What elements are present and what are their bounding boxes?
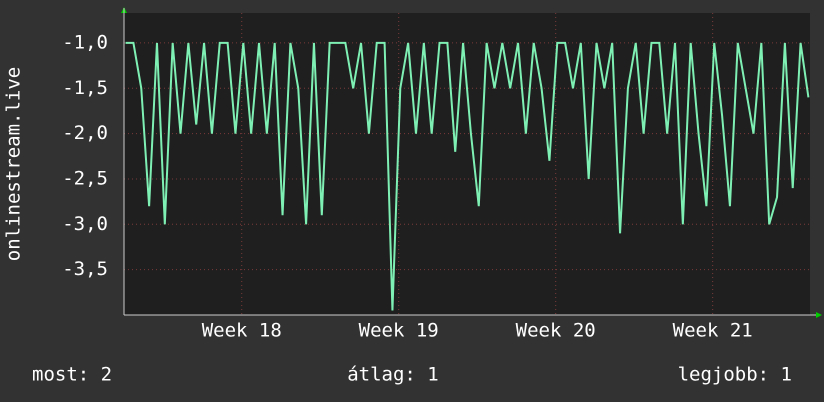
y-tick-label: -1,5 <box>62 77 108 99</box>
y-tick-label: -1,0 <box>62 31 108 53</box>
y-tick-label: -3,0 <box>62 213 108 235</box>
x-tick-label: Week 21 <box>673 320 753 342</box>
y-tick-label: -2,5 <box>62 167 108 189</box>
axis-arrow <box>816 312 822 318</box>
x-tick-label: Week 20 <box>516 320 596 342</box>
series-line <box>125 41 810 311</box>
y-tick-label: -3,5 <box>62 258 108 280</box>
x-tick-label: Week 19 <box>359 320 439 342</box>
footer-max: legjobb: 1 <box>678 364 792 386</box>
y-axis-label: onlinestream.live <box>3 67 25 261</box>
footer-current: most: 2 <box>32 364 112 386</box>
plot-area <box>124 13 810 315</box>
y-tick-label: -2,0 <box>62 122 108 144</box>
x-tick-label: Week 18 <box>202 320 282 342</box>
footer-average: átlag: 1 <box>347 364 439 386</box>
